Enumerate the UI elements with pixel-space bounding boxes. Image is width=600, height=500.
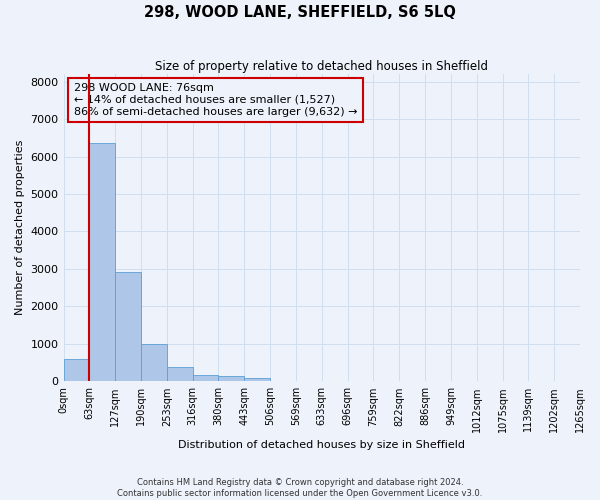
Y-axis label: Number of detached properties: Number of detached properties — [15, 140, 25, 316]
Text: 298, WOOD LANE, SHEFFIELD, S6 5LQ: 298, WOOD LANE, SHEFFIELD, S6 5LQ — [144, 5, 456, 20]
Bar — [115, 272, 141, 382]
Bar — [167, 368, 193, 382]
Title: Size of property relative to detached houses in Sheffield: Size of property relative to detached ho… — [155, 60, 488, 73]
Bar — [193, 375, 218, 382]
X-axis label: Distribution of detached houses by size in Sheffield: Distribution of detached houses by size … — [178, 440, 465, 450]
Bar — [244, 378, 270, 382]
Bar — [218, 376, 244, 382]
Text: 298 WOOD LANE: 76sqm
← 14% of detached houses are smaller (1,527)
86% of semi-de: 298 WOOD LANE: 76sqm ← 14% of detached h… — [74, 84, 358, 116]
Bar — [64, 359, 89, 382]
Bar — [89, 144, 115, 382]
Bar — [141, 344, 167, 382]
Text: Contains HM Land Registry data © Crown copyright and database right 2024.
Contai: Contains HM Land Registry data © Crown c… — [118, 478, 482, 498]
